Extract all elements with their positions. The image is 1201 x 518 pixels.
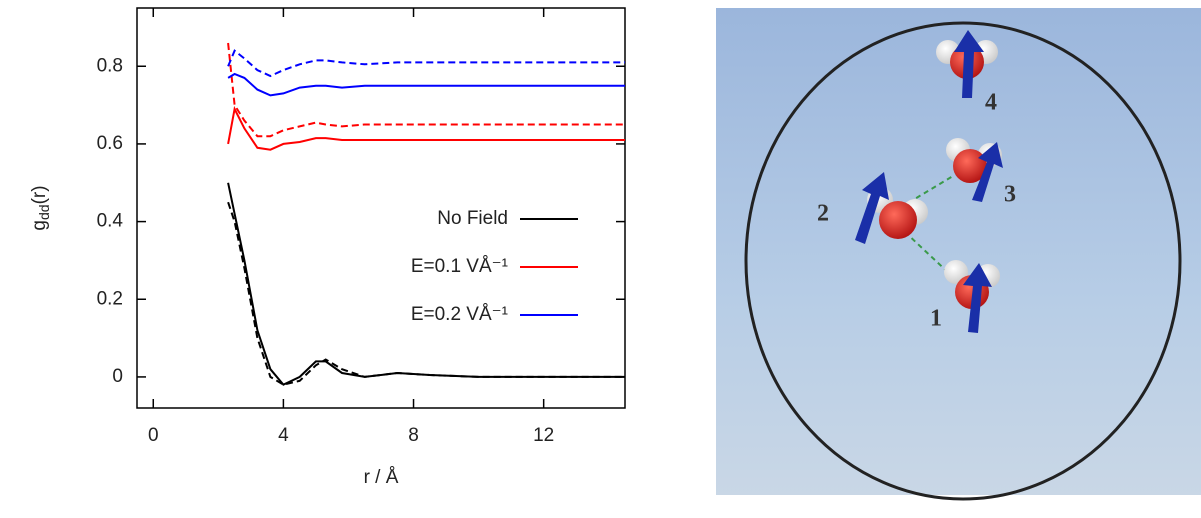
- x-tick-label: 12: [533, 425, 554, 446]
- cavity: [744, 21, 1182, 501]
- molecule-label: 3: [1004, 182, 1016, 208]
- y-label-main: g: [29, 220, 50, 231]
- molecule: [946, 138, 1003, 202]
- x-tick-label: 8: [408, 425, 419, 446]
- y-tick-label: 0.4: [97, 211, 124, 232]
- y-tick-label: 0.8: [97, 55, 123, 76]
- series-line: [227, 201, 625, 386]
- y-tick-label: 0: [112, 366, 123, 387]
- series-line: [227, 105, 625, 151]
- molecule-label: 1: [930, 306, 942, 332]
- x-tick-label: 0: [148, 425, 159, 446]
- x-tick-label: 4: [278, 425, 289, 446]
- background: [716, 8, 1201, 495]
- y-label-suffix: (r): [29, 185, 50, 204]
- series-line: [227, 49, 625, 78]
- x-axis-label: r / Å: [364, 467, 399, 488]
- legend-label: E=0.2 VÅ⁻¹: [411, 304, 508, 325]
- molecule-label: 2: [817, 201, 829, 227]
- molecule: [855, 172, 928, 244]
- legend-label: E=0.1 VÅ⁻¹: [411, 256, 508, 277]
- series-line: [227, 182, 625, 386]
- y-tick-label: 0.6: [97, 133, 123, 154]
- legend-label: No Field: [437, 208, 508, 229]
- y-axis-label: gdd(r): [29, 185, 52, 230]
- series-line: [227, 72, 625, 97]
- y-label-sub: dd: [36, 204, 52, 220]
- molecule: [936, 30, 998, 98]
- molecule-label: 4: [985, 90, 997, 116]
- illustration: 1 2 3 4: [716, 8, 1201, 501]
- y-tick-label: 0.2: [97, 288, 123, 309]
- molecule: [944, 260, 1000, 333]
- plot-frame: [136, 7, 626, 409]
- series-line: [227, 42, 625, 138]
